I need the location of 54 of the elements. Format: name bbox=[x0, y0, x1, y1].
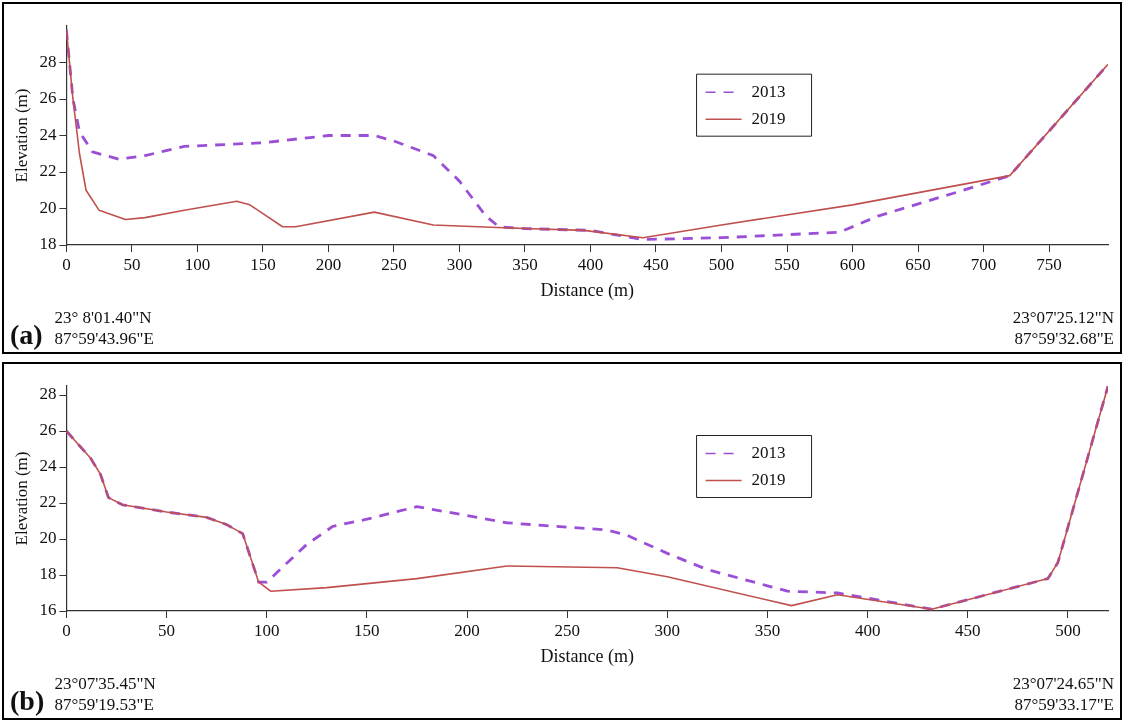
y-tick-label: 16 bbox=[39, 600, 57, 620]
legend-label: 2019 bbox=[751, 108, 786, 128]
y-tick-label: 28 bbox=[39, 384, 57, 404]
y-axis-title: Elevation (m) bbox=[11, 451, 31, 546]
x-tick-label: 450 bbox=[643, 254, 669, 274]
x-tick-label: 50 bbox=[158, 620, 176, 640]
x-tick-label: 250 bbox=[381, 254, 407, 274]
y-tick-label: 18 bbox=[39, 234, 57, 254]
y-tick-label: 22 bbox=[39, 161, 57, 181]
x-tick-label: 500 bbox=[1055, 620, 1081, 640]
y-axis-title: Elevation (m) bbox=[11, 88, 31, 183]
text: 23°07'25.12"N 87°59'32.68"E bbox=[1012, 308, 1114, 348]
x-tick-label: 400 bbox=[854, 620, 881, 640]
x-tick-label: 200 bbox=[315, 254, 342, 274]
x-tick-label: 0 bbox=[62, 620, 71, 640]
x-tick-label: 300 bbox=[446, 254, 473, 274]
text: 23°07'35.45"N 87°59'19.53"E bbox=[54, 674, 156, 714]
y-tick-label: 22 bbox=[39, 492, 57, 512]
legend-label: 2013 bbox=[751, 442, 786, 462]
x-tick-label: 50 bbox=[123, 254, 141, 274]
x-tick-label: 550 bbox=[774, 254, 800, 274]
x-tick-label: 500 bbox=[708, 254, 735, 274]
x-tick-label: 400 bbox=[577, 254, 604, 274]
x-tick-label: 300 bbox=[654, 620, 681, 640]
x-tick-label: 350 bbox=[754, 620, 781, 640]
y-tick-label: 24 bbox=[39, 124, 57, 144]
x-tick-label: 350 bbox=[512, 254, 538, 274]
text: 23°07'24.65"N 87°59'33.17"E bbox=[1012, 674, 1114, 714]
x-tick-label: 750 bbox=[1036, 254, 1062, 274]
text: 23° 8'01.40"N 87°59'43.96"E bbox=[54, 308, 154, 348]
y-tick-label: 26 bbox=[39, 420, 57, 440]
y-tick-label: 26 bbox=[39, 88, 57, 108]
legend-label: 2013 bbox=[751, 81, 786, 101]
y-tick-label: 28 bbox=[39, 51, 57, 71]
x-tick-label: 450 bbox=[955, 620, 981, 640]
x-tick-label: 100 bbox=[184, 254, 211, 274]
text: (a) bbox=[10, 319, 43, 350]
x-tick-label: 0 bbox=[62, 254, 71, 274]
x-tick-label: 700 bbox=[970, 254, 997, 274]
x-tick-label: 150 bbox=[354, 620, 380, 640]
y-tick-label: 24 bbox=[39, 456, 57, 476]
text: (b) bbox=[10, 685, 45, 716]
x-tick-label: 100 bbox=[253, 620, 280, 640]
x-axis-title: Distance (m) bbox=[540, 279, 634, 301]
legend-label: 2019 bbox=[751, 469, 786, 489]
x-tick-label: 200 bbox=[454, 620, 480, 640]
y-tick-label: 18 bbox=[39, 564, 57, 584]
x-axis-title: Distance (m) bbox=[540, 645, 634, 667]
x-tick-label: 150 bbox=[250, 254, 276, 274]
y-tick-label: 20 bbox=[39, 528, 57, 548]
x-tick-label: 250 bbox=[554, 620, 580, 640]
x-tick-label: 650 bbox=[905, 254, 931, 274]
x-tick-label: 600 bbox=[839, 254, 866, 274]
y-tick-label: 20 bbox=[39, 197, 57, 217]
